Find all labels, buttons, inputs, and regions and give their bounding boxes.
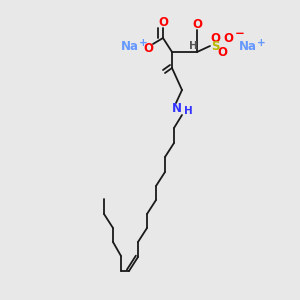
Text: +: + <box>256 38 266 48</box>
Text: Na: Na <box>239 40 257 53</box>
Text: −: − <box>235 28 245 40</box>
Text: S: S <box>211 40 219 52</box>
Text: H: H <box>184 106 192 116</box>
Text: O: O <box>223 32 233 44</box>
Text: N: N <box>172 101 182 115</box>
Text: O: O <box>192 17 202 31</box>
Text: H: H <box>189 41 197 51</box>
Text: Na: Na <box>121 40 139 53</box>
Text: +: + <box>139 38 147 48</box>
Text: O: O <box>217 46 227 59</box>
Text: O: O <box>143 41 153 55</box>
Text: O: O <box>158 16 168 28</box>
Text: O: O <box>210 32 220 44</box>
